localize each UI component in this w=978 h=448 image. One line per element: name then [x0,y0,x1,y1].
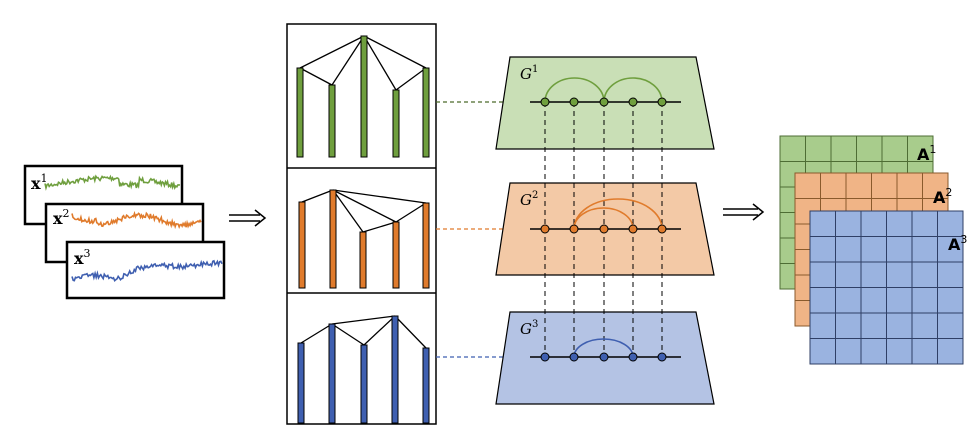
time-series-stack: x1 x2 x3 [23,164,226,300]
visibility-edge-3 [331,35,365,86]
visibility-edge-2 [299,67,333,86]
visibility-edge-4 [363,35,397,91]
visibility-graph-green [296,35,430,158]
series-bar-2 [328,84,336,158]
graph-edge-1 [573,338,634,358]
visibility-edge-5 [362,221,397,233]
graph-node-1 [540,352,550,362]
graph-label-1: G1 [520,64,538,83]
arrow-right-icon-1 [229,209,267,227]
visibility-edge-2 [332,189,364,233]
series-bar-1 [296,67,304,158]
visibility-edge-6 [395,202,427,223]
series-bar-4 [392,221,400,289]
graph-node-2 [569,97,579,107]
visibility-graph-blue [297,315,430,424]
matrix-label-2: A2 [933,186,952,207]
series-bar-4 [391,315,399,424]
visibility-edge-1 [299,35,365,69]
visibility-edge-2 [331,323,365,346]
graph-node-4 [628,97,638,107]
series-bar-3 [360,35,368,158]
series-line-3 [71,259,223,283]
arrow-right-icon-2 [723,203,765,221]
series-label-2: x2 [53,207,70,228]
graph-nodes-2 [530,198,681,234]
graph-node-3 [599,352,609,362]
graph-node-5 [657,97,667,107]
series-bar-4 [392,89,400,158]
graph-node-2 [569,352,579,362]
series-bar-3 [360,344,368,424]
series-bar-2 [329,189,337,289]
series-panel-3: x3 [65,240,226,300]
series-bar-5 [422,67,430,158]
graph-edge-1 [573,207,634,230]
visibility-edge-3 [332,189,397,223]
graph-node-1 [540,97,550,107]
graph-node-5 [657,352,667,362]
graph-edge-2 [573,198,663,230]
graph-edge-1 [544,77,605,103]
series-label-3: x3 [74,247,91,268]
series-bar-2 [328,323,336,424]
matrix-label-1: A1 [917,143,936,164]
series-bar-3 [359,231,367,289]
graph-label-2: G2 [520,190,538,209]
graph-node-4 [628,352,638,362]
graph-label-3: G3 [520,319,538,338]
series-line-1 [44,174,181,191]
visibility-edge-5 [394,315,427,349]
visibility-edge-5 [363,35,427,69]
series-bar-5 [422,347,430,424]
adjacency-matrices: A1 A2 A3 [779,135,967,365]
graph-layers: G1 G2 G3 [495,56,715,405]
graph-node-1 [540,224,550,234]
graph-nodes-3 [530,338,681,362]
adjacency-matrix-3 [809,210,964,365]
visibility-edge-3 [331,315,396,325]
graph-edge-2 [603,77,663,103]
series-line-2 [71,210,202,230]
graph-node-4 [628,224,638,234]
graph-node-2 [569,224,579,234]
visibility-edge-6 [395,67,427,91]
series-bar-1 [298,201,306,289]
graph-node-3 [599,224,609,234]
graph-node-5 [657,224,667,234]
matrix-label-3: A3 [948,233,967,254]
series-bar-5 [422,202,430,289]
visibility-edge-4 [332,189,427,204]
visibility-edge-1 [301,189,334,203]
graph-nodes-1 [530,77,681,107]
series-bar-1 [297,342,305,424]
visibility-graph-orange [298,189,430,289]
visibility-edge-4 [363,315,396,346]
visibility-graph-panel [286,23,437,425]
visibility-edge-1 [300,323,333,344]
graph-node-3 [599,97,609,107]
series-label-1: x1 [31,172,48,193]
